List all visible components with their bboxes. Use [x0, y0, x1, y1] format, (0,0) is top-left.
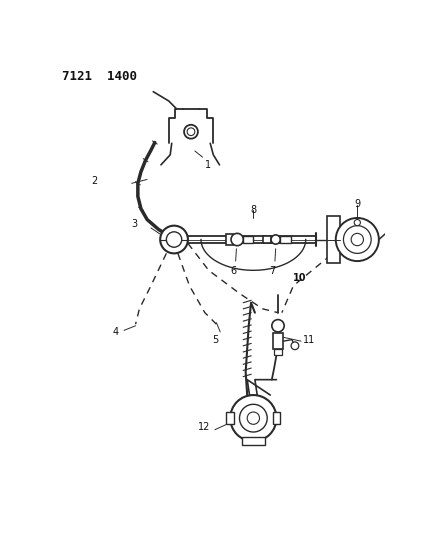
Circle shape	[291, 342, 299, 350]
Circle shape	[351, 233, 363, 246]
Text: 7: 7	[269, 266, 276, 277]
Text: 7121  1400: 7121 1400	[62, 70, 137, 83]
Bar	[280, 237, 291, 243]
Text: 5: 5	[212, 335, 219, 345]
Circle shape	[247, 412, 260, 424]
Circle shape	[184, 125, 198, 139]
Text: 4: 4	[112, 327, 118, 337]
Circle shape	[271, 235, 280, 244]
Bar	[227, 412, 234, 424]
Circle shape	[354, 220, 360, 225]
Bar	[272, 412, 280, 424]
Circle shape	[160, 225, 188, 253]
Text: 3: 3	[132, 219, 138, 229]
Circle shape	[230, 395, 276, 441]
Bar	[272, 334, 284, 349]
Circle shape	[336, 218, 379, 261]
Bar	[263, 236, 271, 244]
Bar	[274, 349, 282, 355]
Text: 2: 2	[92, 176, 98, 186]
Circle shape	[344, 225, 371, 253]
Circle shape	[231, 233, 243, 246]
Text: 9: 9	[354, 199, 360, 209]
Text: 8: 8	[250, 205, 257, 215]
Text: 1: 1	[205, 160, 211, 170]
Text: 11: 11	[302, 335, 315, 345]
Text: 6: 6	[230, 266, 236, 277]
Bar	[326, 216, 340, 263]
Circle shape	[166, 232, 182, 247]
Text: 12: 12	[198, 422, 210, 432]
Text: 10: 10	[293, 273, 307, 283]
Circle shape	[187, 128, 195, 135]
Circle shape	[239, 405, 267, 432]
Circle shape	[272, 320, 284, 332]
Bar	[242, 438, 265, 445]
Bar	[243, 237, 253, 243]
Bar	[227, 234, 233, 245]
